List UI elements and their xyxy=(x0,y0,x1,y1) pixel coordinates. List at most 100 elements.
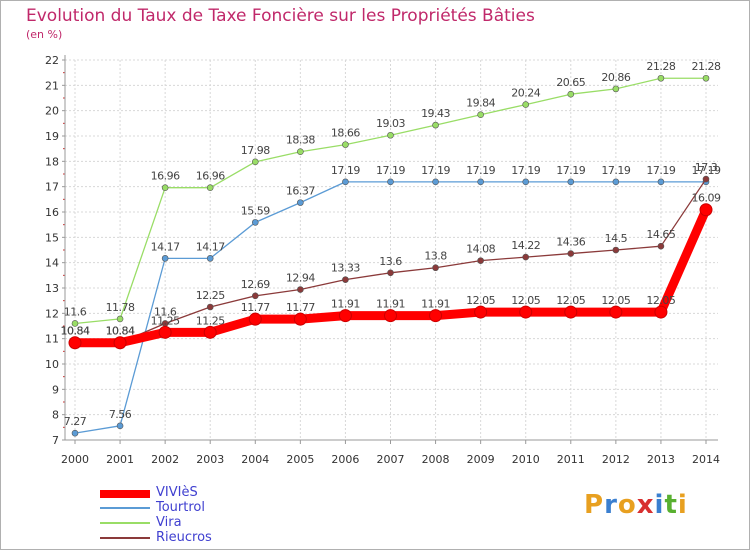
y-tick-label: 22 xyxy=(45,54,59,67)
y-tick-label: 21 xyxy=(45,79,59,92)
data-label-vira: 16.96 xyxy=(196,170,225,183)
point-tourtrol xyxy=(387,178,394,186)
point-rieucros xyxy=(702,175,710,183)
point-vivi-s xyxy=(248,312,262,326)
data-label-rieucros: 12.94 xyxy=(286,272,315,285)
data-label-tourtrol: 17.19 xyxy=(601,164,630,177)
data-label-rieucros: 17.3 xyxy=(695,161,718,174)
x-tick-label: 2006 xyxy=(331,453,359,466)
point-vivi-s xyxy=(338,309,352,323)
point-vira xyxy=(206,184,214,191)
point-vira xyxy=(567,90,575,98)
data-label-vira: 11.78 xyxy=(106,301,135,314)
y-tick-label: 7 xyxy=(52,434,59,447)
data-label-vira: 21.28 xyxy=(692,60,721,73)
x-tick-label: 2005 xyxy=(286,453,314,466)
data-label-vira: 18.38 xyxy=(286,134,315,147)
point-tourtrol xyxy=(161,255,169,262)
point-tourtrol xyxy=(567,178,575,186)
logo-letter: r xyxy=(604,490,618,520)
logo-letter: t xyxy=(664,490,678,520)
y-tick-label: 11 xyxy=(45,333,59,346)
data-label-tourtrol: 17.19 xyxy=(511,164,540,177)
point-tourtrol xyxy=(206,255,214,262)
x-tick-label: 2014 xyxy=(692,453,720,466)
data-label-rieucros: 12.25 xyxy=(196,289,225,302)
data-label-vivi-s: 12.05 xyxy=(466,294,495,307)
data-label-tourtrol: 17.19 xyxy=(692,164,721,177)
data-label-tourtrol: 16.37 xyxy=(286,185,315,198)
data-label-rieucros: 14.5 xyxy=(605,232,628,245)
data-label-tourtrol: 17.19 xyxy=(331,164,360,177)
data-label-vivi-s: 11.25 xyxy=(196,314,225,327)
point-tourtrol xyxy=(297,199,304,206)
point-tourtrol xyxy=(342,178,349,186)
data-label-rieucros: 14.22 xyxy=(511,239,540,252)
point-vira xyxy=(116,315,124,323)
point-rieucros xyxy=(387,269,394,277)
data-label-vivi-s: 12.05 xyxy=(556,294,585,307)
y-tick-label: 9 xyxy=(52,383,59,396)
point-rieucros xyxy=(477,257,484,264)
point-vira xyxy=(612,85,620,93)
point-vivi-s xyxy=(474,305,488,319)
data-label-tourtrol: 17.19 xyxy=(646,164,675,177)
data-label-vivi-s: 10.84 xyxy=(61,325,90,338)
data-label-rieucros: 14.65 xyxy=(646,228,675,241)
data-label-vivi-s: 12.05 xyxy=(601,294,630,307)
point-tourtrol xyxy=(432,178,439,186)
point-rieucros xyxy=(251,292,259,300)
y-tick-label: 20 xyxy=(45,105,59,118)
y-tick-label: 12 xyxy=(45,307,59,320)
data-label-rieucros: 11.6 xyxy=(154,305,177,318)
logo-letter: o xyxy=(617,490,637,520)
point-vira xyxy=(251,158,259,166)
data-label-vira: 20.86 xyxy=(601,71,630,84)
point-vira xyxy=(387,131,394,139)
data-label-rieucros: 13.8 xyxy=(424,250,447,263)
point-vira xyxy=(71,320,79,327)
logo-letter: P xyxy=(584,490,605,520)
data-labels: 10.84 10.84 11.25 11.25 11.77 11.77 11.91 11.91… xyxy=(61,60,722,428)
x-tick-label: 2004 xyxy=(241,453,269,466)
point-vivi-s xyxy=(564,305,578,319)
data-label-tourtrol: 17.19 xyxy=(376,164,405,177)
proxiti-logo: Proxiti xyxy=(584,490,688,520)
x-tick-label: 2012 xyxy=(602,453,630,466)
data-label-vivi-s: 11.91 xyxy=(331,298,360,311)
data-label-tourtrol: 15.59 xyxy=(241,204,270,217)
data-label-vira: 20.24 xyxy=(511,87,540,100)
point-vira xyxy=(297,148,304,156)
y-tick-label: 18 xyxy=(45,155,59,168)
legend-label-tourtrol: Tourtrol xyxy=(156,500,205,515)
point-vira xyxy=(432,121,439,129)
x-tick-label: 2000 xyxy=(61,453,89,466)
y-tick-label: 10 xyxy=(45,358,59,371)
data-label-tourtrol: 17.19 xyxy=(466,164,495,177)
y-tick-label: 8 xyxy=(52,409,59,422)
axes: 7 8 9 10 11 12 13 14 15 16 17 18 19 20 21 22 2000 2001 200… xyxy=(45,54,720,466)
data-label-tourtrol: 14.17 xyxy=(196,240,225,253)
point-vivi-s xyxy=(699,203,713,217)
data-label-vivi-s: 11.91 xyxy=(376,298,405,311)
point-vivi-s xyxy=(519,305,533,319)
data-label-rieucros: 12.69 xyxy=(241,278,270,291)
point-tourtrol xyxy=(116,422,124,430)
point-tourtrol xyxy=(612,178,620,186)
legend-label-vivies: VIVIèS xyxy=(156,485,198,500)
data-label-rieucros: 13.33 xyxy=(331,262,360,275)
point-vira xyxy=(161,184,169,191)
data-label-tourtrol: 7.56 xyxy=(109,408,132,421)
point-vira xyxy=(522,101,530,108)
x-tick-label: 2011 xyxy=(557,453,585,466)
point-rieucros xyxy=(567,250,575,257)
data-label-tourtrol: 7.27 xyxy=(64,415,87,428)
data-label-rieucros: 13.6 xyxy=(379,255,402,268)
x-tick-label: 2013 xyxy=(647,453,675,466)
point-vivi-s xyxy=(158,325,172,339)
data-label-rieucros: 14.08 xyxy=(466,243,495,256)
y-tick-label: 15 xyxy=(45,231,59,244)
x-tick-label: 2010 xyxy=(512,453,540,466)
x-tick-label: 2003 xyxy=(196,453,224,466)
